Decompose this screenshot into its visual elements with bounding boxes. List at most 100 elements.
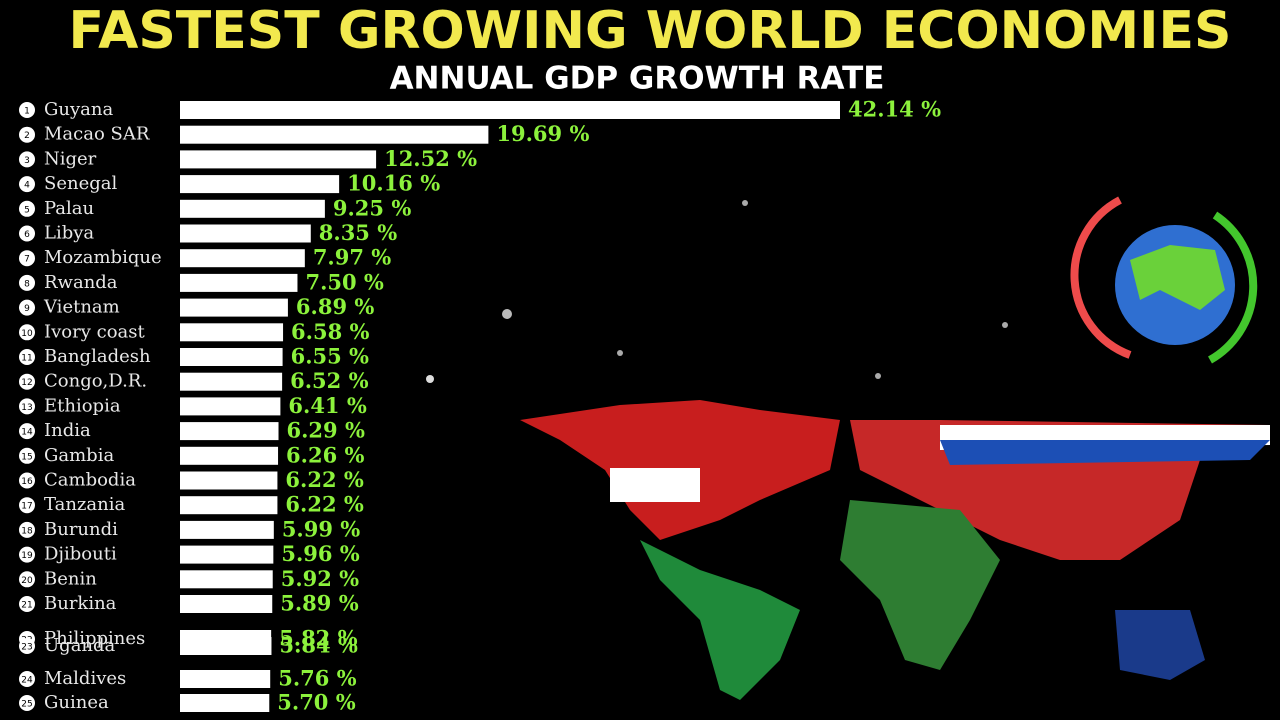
category-label: Burkina [44, 593, 117, 614]
rank-label: 3 [24, 156, 30, 166]
rank-label: 4 [24, 181, 30, 191]
rank-label: 15 [21, 452, 32, 462]
bars: 1 Guyana 42.14 % 2 Macao SAR 19.69 % 3 Niger 12.… [19, 97, 941, 715]
category-label: Rwanda [44, 272, 118, 293]
bar [180, 397, 281, 416]
rank-label: 12 [21, 378, 32, 388]
rank-label: 23 [21, 643, 32, 653]
value-label: 6.89 % [296, 294, 374, 319]
rank-label: 7 [24, 255, 30, 265]
bar [180, 150, 377, 169]
category-label: Cambodia [44, 470, 136, 491]
chart-title: FASTEST GROWING WORLD ECONOMIES [69, 1, 1232, 61]
rank-label: 14 [21, 428, 33, 438]
rank-badge [19, 373, 35, 390]
bar [180, 637, 272, 655]
value-label: 6.55 % [291, 344, 369, 369]
bar [180, 125, 489, 144]
chart-subtitle: ANNUAL GDP GROWTH RATE [390, 61, 885, 97]
rank-label: 18 [21, 526, 33, 536]
bar [180, 224, 311, 243]
value-label: 12.52 % [384, 146, 477, 171]
rank-label: 1 [24, 107, 30, 117]
value-label: 5.89 % [280, 591, 358, 616]
rank-badge [19, 200, 35, 217]
category-label: Senegal [44, 173, 117, 194]
value-label: 42.14 % [848, 97, 941, 122]
rank-label: 16 [21, 477, 33, 487]
rank-label: 17 [21, 502, 32, 512]
rank-label: 25 [21, 700, 32, 710]
rank-badge [19, 695, 35, 711]
category-label: Gambia [44, 445, 114, 466]
bar [180, 670, 271, 688]
bar [180, 694, 270, 712]
rank-badge [19, 324, 35, 341]
rank-label: 2 [24, 131, 30, 141]
value-label: 7.97 % [313, 245, 391, 270]
category-label: Guyana [44, 99, 113, 120]
rank-badge [19, 447, 35, 464]
rank-label: 10 [21, 329, 33, 339]
rank-badge [19, 423, 35, 440]
category-label: Mozambique [44, 247, 162, 268]
category-label: Tanzania [44, 494, 125, 515]
value-label: 5.92 % [281, 566, 359, 591]
rank-badge [19, 151, 35, 168]
category-label: Bangladesh [44, 346, 151, 367]
value-label: 5.99 % [282, 516, 360, 541]
bar [180, 298, 288, 317]
bar [180, 101, 840, 119]
category-label: Maldives [44, 668, 126, 689]
bar [180, 422, 279, 441]
bar [180, 570, 273, 589]
value-label: 6.26 % [286, 442, 364, 467]
rank-badge [19, 349, 35, 365]
rank-label: 13 [21, 403, 32, 413]
category-label: Benin [44, 568, 97, 589]
bar [180, 471, 278, 490]
value-label: 6.41 % [288, 393, 366, 418]
category-label: Djibouti [44, 544, 117, 565]
category-label: Libya [44, 223, 94, 244]
bar [180, 595, 273, 613]
bar [180, 372, 283, 391]
value-label: 6.29 % [287, 418, 365, 443]
category-label: Congo,D.R. [44, 371, 147, 392]
value-label: 6.58 % [291, 319, 369, 344]
category-label: Ethiopia [44, 395, 121, 416]
category-label: Niger [44, 148, 97, 169]
bar [180, 446, 279, 465]
category-label: Guinea [44, 692, 109, 713]
category-label: Burundi [44, 519, 118, 540]
value-label: 5.96 % [281, 541, 359, 566]
category-label: Palau [44, 198, 94, 219]
rank-badge [19, 497, 35, 514]
value-label: 5.76 % [278, 666, 356, 691]
rank-badge [19, 671, 35, 687]
value-label: 5.84 % [279, 633, 357, 658]
bar [180, 273, 298, 292]
world-map [520, 400, 1270, 700]
rank-badge [19, 638, 35, 654]
bar [180, 520, 274, 539]
globe-icon [1070, 196, 1258, 364]
value-label: 8.35 % [319, 220, 397, 245]
value-label: 6.52 % [290, 368, 368, 393]
rank-label: 11 [21, 354, 32, 364]
bar [180, 175, 340, 194]
rank-badge [19, 546, 35, 563]
rank-badge [19, 250, 35, 267]
rank-label: 24 [21, 676, 33, 686]
rank-label: 9 [24, 304, 30, 314]
bar [180, 249, 305, 268]
category-label: India [44, 420, 91, 441]
bar [180, 348, 283, 366]
value-label: 5.70 % [277, 690, 355, 715]
bar [180, 199, 325, 218]
category-label: Vietnam [43, 297, 120, 318]
rank-badge [19, 126, 35, 143]
value-label: 6.22 % [285, 467, 363, 492]
rank-label: 20 [21, 576, 33, 586]
